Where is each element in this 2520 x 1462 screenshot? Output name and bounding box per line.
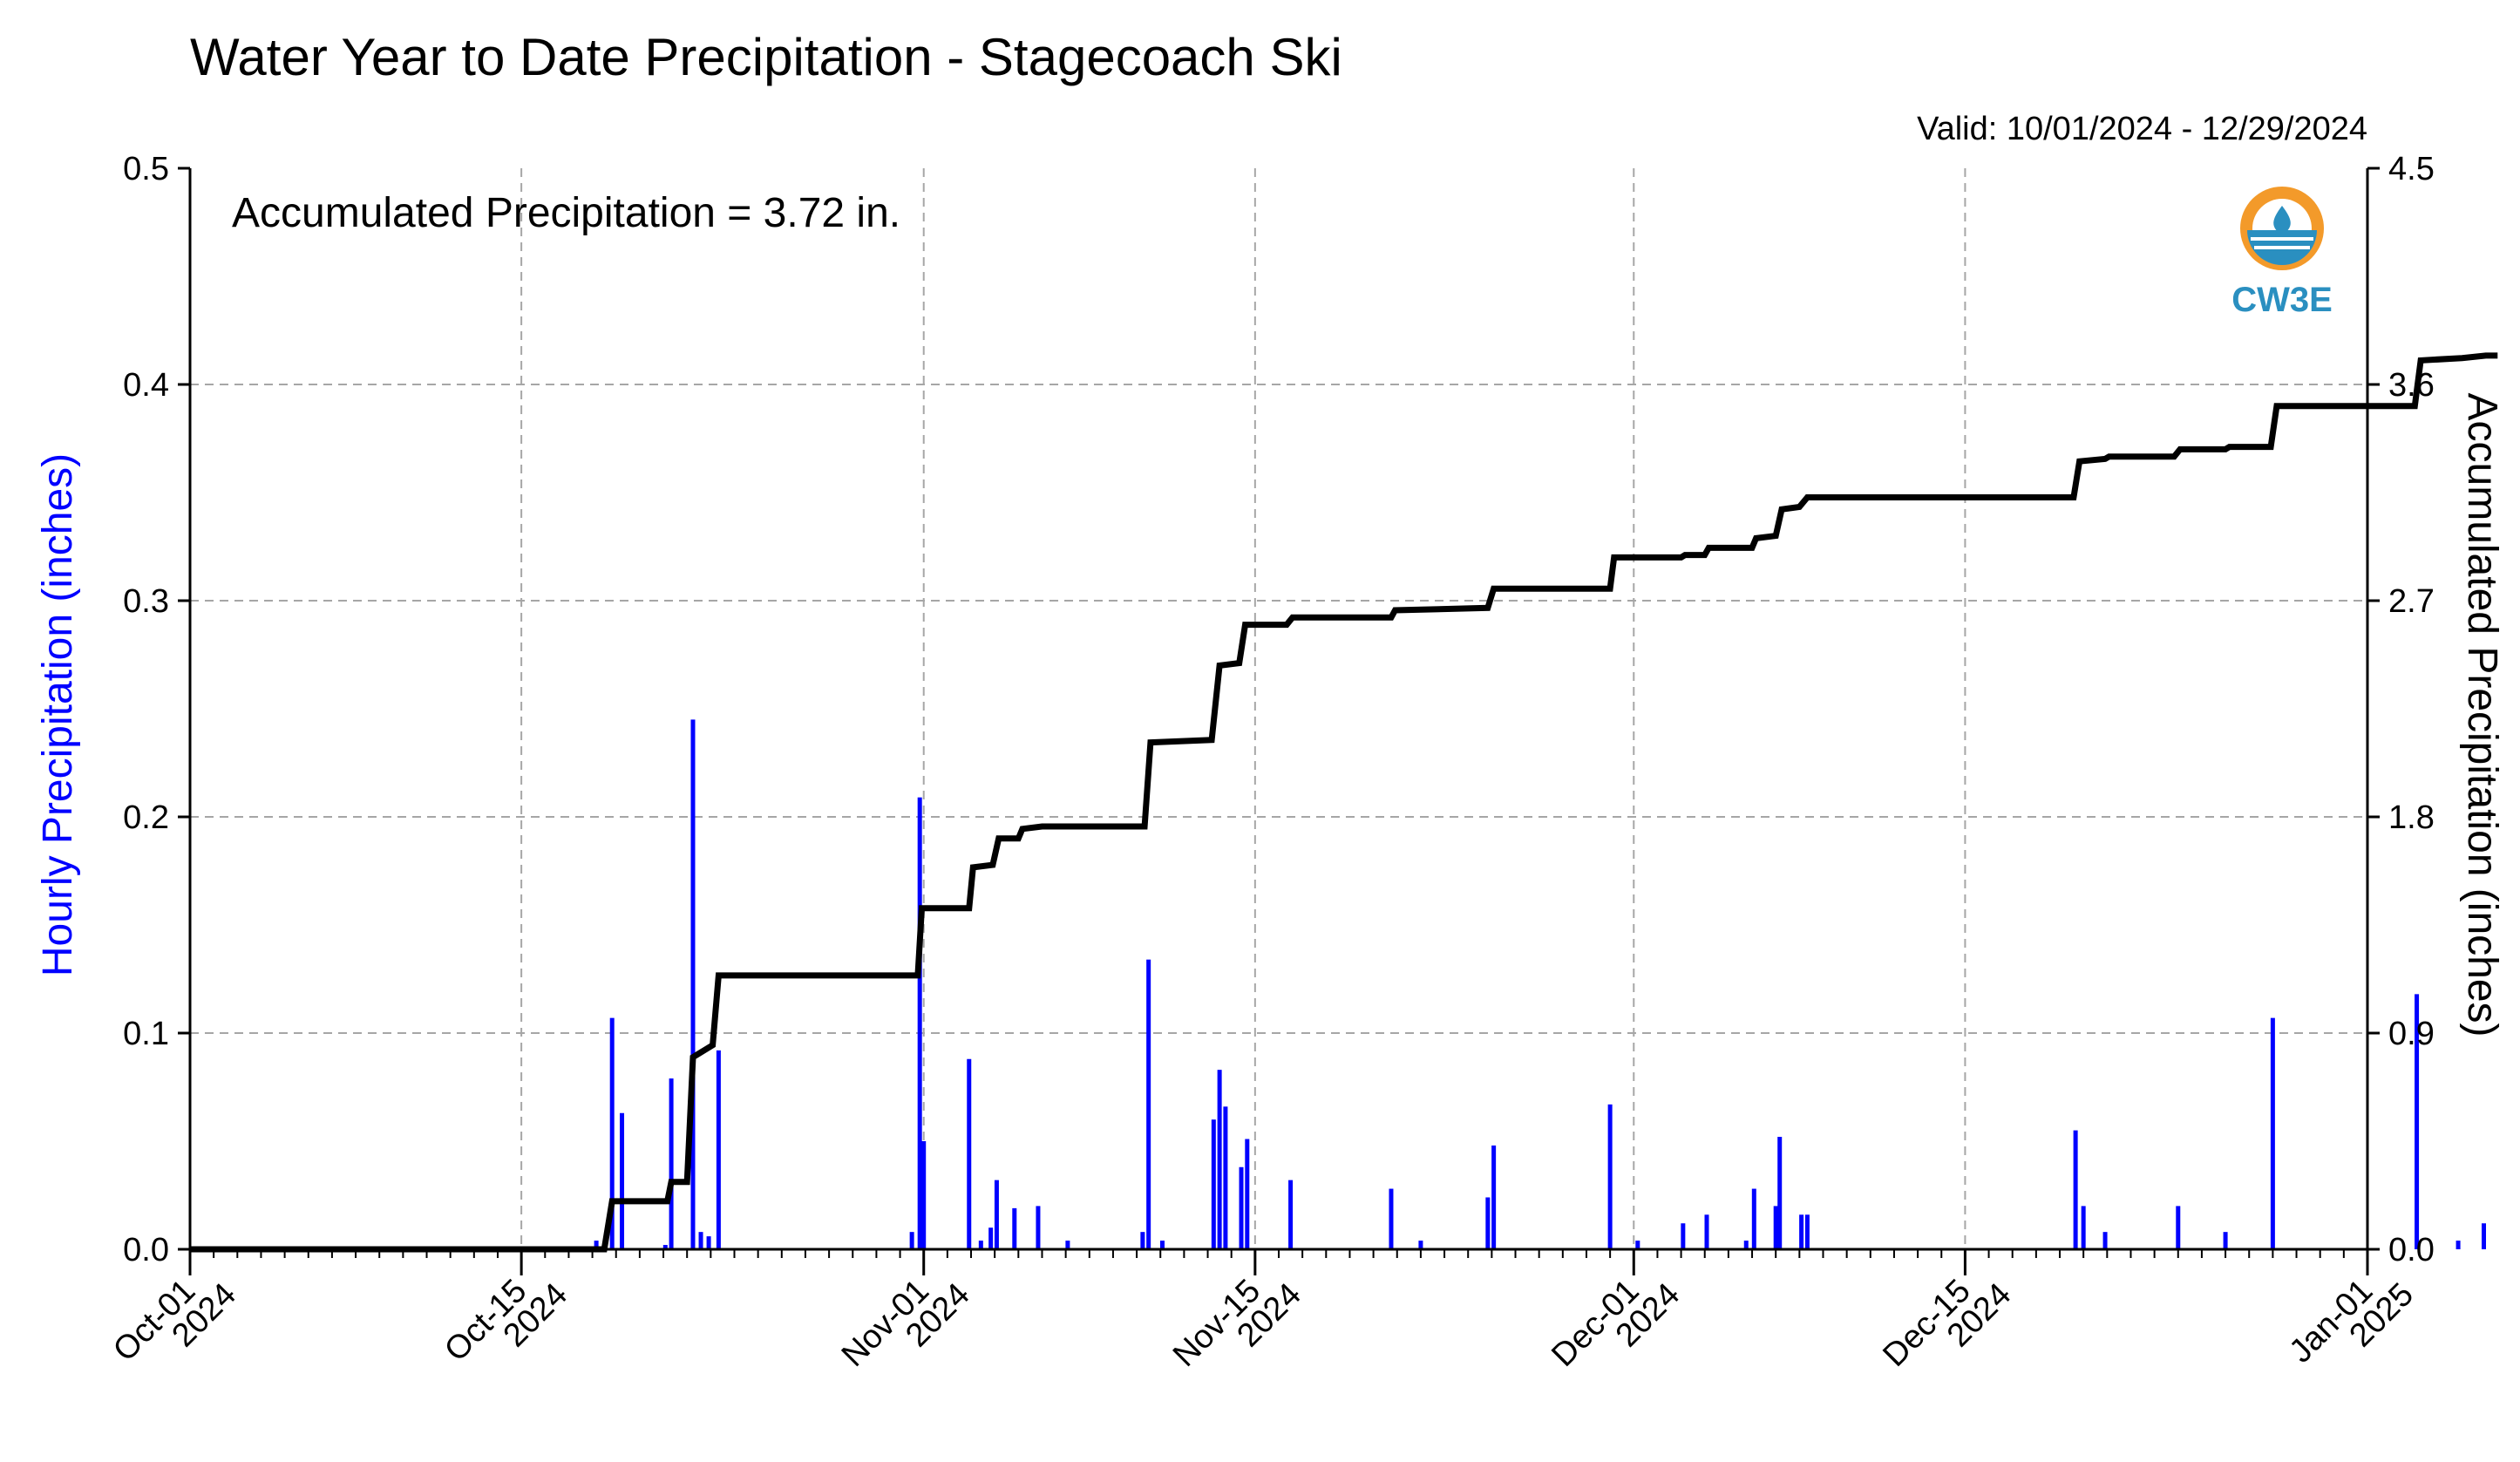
hourly-bar — [716, 1050, 721, 1249]
hourly-bar — [1288, 1180, 1294, 1249]
hourly-bar — [1491, 1145, 1497, 1249]
hourly-bar — [1743, 1241, 1749, 1249]
hourly-bar — [967, 1058, 972, 1249]
accumulated-line-group — [190, 352, 2498, 1253]
hourly-bar — [1777, 1137, 1783, 1249]
y-left-tick-label: 0.5 — [123, 151, 169, 187]
hourly-bar — [1635, 1241, 1640, 1249]
hourly-bar — [620, 1112, 625, 1249]
hourly-bar — [2415, 994, 2420, 1249]
hourly-bar — [2481, 1223, 2486, 1249]
gridlines — [190, 168, 2367, 1249]
accumulated-annotation: Accumulated Precipitation = 3.72 in. — [232, 190, 900, 236]
axes — [178, 167, 2380, 1275]
hourly-bar — [1804, 1214, 1810, 1249]
hourly-bar — [2073, 1130, 2078, 1249]
y-right-tick-label: 3.6 — [2388, 367, 2435, 404]
hourly-bar — [1773, 1206, 1778, 1249]
hourly-bar — [1146, 959, 1151, 1249]
hourly-bar — [1681, 1223, 1686, 1249]
y-right-tick-label: 4.5 — [2388, 151, 2435, 187]
y-left-tick-label: 0.2 — [123, 799, 169, 836]
hourly-bar — [921, 1141, 927, 1249]
hourly-bar — [1389, 1188, 1394, 1249]
hourly-bar — [2455, 1241, 2461, 1249]
hourly-bar — [2270, 1017, 2275, 1249]
hourly-bar — [1140, 1232, 1145, 1249]
hourly-bar — [669, 1078, 674, 1249]
hourly-bar — [690, 719, 696, 1249]
y-right-tick-label: 1.8 — [2388, 799, 2435, 836]
hourly-bar — [1160, 1241, 1165, 1249]
hourly-bar — [1245, 1139, 1250, 1249]
hourly-bar — [594, 1241, 599, 1249]
logo-drop-icon — [2273, 206, 2291, 235]
y-right-tick-label: 0.0 — [2388, 1232, 2435, 1268]
hourly-bar — [698, 1232, 703, 1249]
hourly-bar — [1704, 1214, 1709, 1249]
hourly-bar — [1036, 1206, 1041, 1249]
hourly-bar — [1217, 1070, 1222, 1249]
accumulated-line — [190, 352, 2498, 1253]
y-right-tick-label: 0.9 — [2388, 1016, 2435, 1052]
hourly-bar — [1211, 1119, 1216, 1249]
y-left-tick-label: 0.1 — [123, 1016, 169, 1052]
hourly-bar — [988, 1227, 994, 1249]
hourly-bar — [609, 1017, 615, 1249]
y-axis-right-label: Accumulated Precipitation (inches) — [2459, 392, 2505, 1037]
hourly-bar — [1799, 1214, 1804, 1249]
hourly-bar — [706, 1236, 711, 1249]
hourly-bar — [1751, 1188, 1756, 1249]
logo-text: CW3E — [2231, 281, 2333, 319]
hourly-bar — [1418, 1241, 1423, 1249]
hourly-bars — [594, 719, 2486, 1249]
y-right-tick-label: 2.7 — [2388, 583, 2435, 620]
hourly-bar — [1239, 1166, 1244, 1249]
hourly-bar — [1065, 1241, 1070, 1249]
hourly-bar — [2176, 1206, 2181, 1249]
y-left-tick-label: 0.3 — [123, 583, 169, 620]
hourly-bar — [1223, 1106, 1228, 1249]
hourly-bar — [1012, 1207, 1017, 1249]
hourly-bar — [1607, 1104, 1613, 1249]
y-left-tick-label: 0.4 — [123, 367, 169, 404]
hourly-bar — [2223, 1232, 2228, 1249]
hourly-bar — [2102, 1232, 2108, 1249]
hourly-bar — [994, 1180, 999, 1249]
valid-date-range: Valid: 10/01/2024 - 12/29/2024 — [1917, 111, 2367, 147]
cw3e-logo: CW3E — [2231, 187, 2333, 319]
chart-title: Water Year to Date Precipitation - Stage… — [190, 28, 1342, 86]
hourly-bar — [917, 797, 922, 1249]
hourly-bar — [909, 1232, 914, 1249]
hourly-bar — [662, 1245, 668, 1249]
y-left-tick-label: 0.0 — [123, 1232, 169, 1268]
hourly-bar — [978, 1241, 983, 1249]
y-axis-left-label: Hourly Precipitation (inches) — [35, 453, 81, 976]
hourly-bar — [2081, 1206, 2086, 1249]
hourly-bar — [1485, 1197, 1491, 1249]
